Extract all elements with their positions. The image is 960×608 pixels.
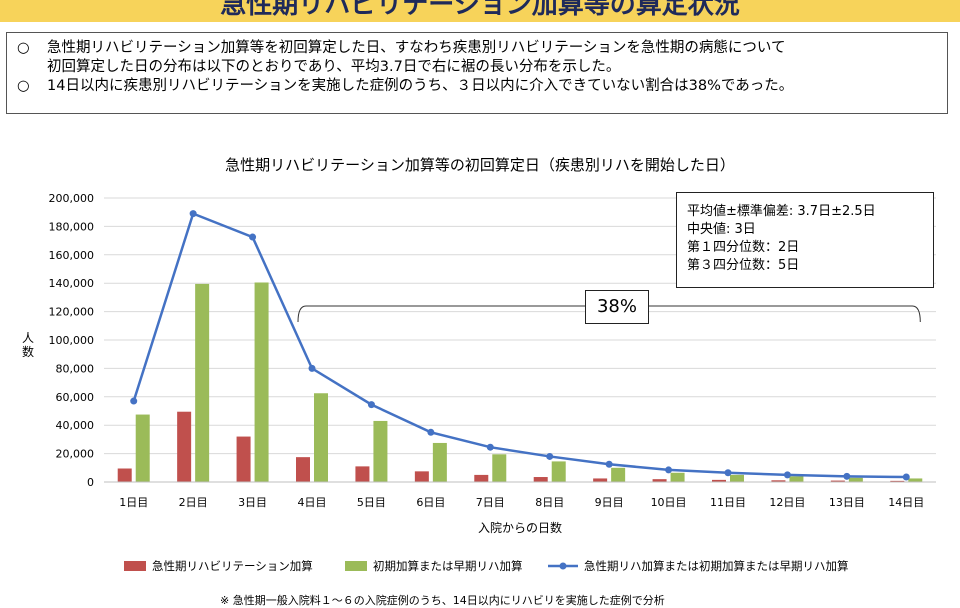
legend-swatch-blue — [548, 562, 578, 570]
y-axis-label: 数 — [22, 344, 34, 359]
stats-median: 中央値: 3日 — [687, 222, 756, 237]
line-point — [724, 469, 732, 477]
line-point — [783, 471, 791, 479]
footnote: ※ 急性期一般入院料１～６の入院症例のうち、14日以内にリハビリを実施した症例で… — [220, 594, 665, 607]
line-point — [665, 466, 673, 474]
bar-early-rehab — [135, 414, 150, 482]
line-point — [427, 428, 435, 436]
summary-text-1b: 初回算定した日の分布は以下のとおりであり、平均3.7日で右に裾の長い分布を示した… — [47, 59, 621, 75]
summary-text-1: 急性期リハビリテーション加算等を初回算定した日、すなわち疾患別リハビリテーション… — [47, 40, 786, 56]
header-bar: 急性期リハビリテーション加算等の算定状況 — [0, 0, 960, 22]
y-tick-label: 20,000 — [56, 448, 95, 461]
bar-acute-rehab — [533, 477, 548, 482]
y-tick-label: 80,000 — [56, 362, 95, 375]
x-tick-label: 10日目 — [651, 496, 687, 509]
y-tick-label: 0 — [87, 476, 94, 489]
line-point — [605, 460, 613, 468]
stats-q1: 第１四分位数：2日 — [687, 240, 800, 255]
legend-label-green: 初期加算または早期リハ加算 — [373, 559, 523, 573]
stats-q3: 第３四分位数：5日 — [687, 258, 800, 273]
x-tick-label: 4日目 — [298, 496, 327, 509]
bar-acute-rehab — [296, 457, 310, 482]
bar-early-rehab — [373, 420, 388, 482]
bar-early-rehab — [195, 283, 210, 482]
x-tick-label: 1日目 — [119, 496, 148, 509]
bar-acute-rehab — [355, 466, 370, 482]
bar-acute-rehab — [236, 436, 251, 482]
legend-item-blue: 急性期リハ加算または初期加算または早期リハ加算 — [548, 558, 849, 574]
line-point — [189, 210, 197, 218]
y-tick-label: 120,000 — [49, 306, 95, 319]
bar-early-rehab — [789, 476, 804, 482]
page-title: 急性期リハビリテーション加算等の算定状況 — [220, 0, 740, 20]
y-tick-label: 160,000 — [49, 249, 95, 262]
bar-early-rehab — [611, 467, 626, 482]
bar-acute-rehab — [712, 479, 726, 482]
line-point — [902, 473, 910, 481]
bar-early-rehab — [848, 477, 863, 482]
y-tick-label: 60,000 — [56, 391, 95, 404]
bar-early-rehab — [670, 472, 685, 482]
y-tick-label: 200,000 — [49, 192, 95, 205]
bar-early-rehab — [314, 393, 328, 482]
bar-acute-rehab — [771, 480, 786, 482]
bar-acute-rehab — [474, 474, 489, 482]
x-tick-label: 9日目 — [595, 496, 624, 509]
legend-swatch-green — [345, 561, 367, 571]
bar-early-rehab — [492, 454, 507, 482]
bar-early-rehab — [730, 474, 744, 482]
x-tick-label: 14日目 — [888, 496, 924, 509]
y-tick-label: 40,000 — [56, 419, 95, 432]
bar-early-rehab — [908, 478, 923, 482]
x-tick-label: 11日目 — [710, 496, 746, 509]
bar-early-rehab — [254, 282, 269, 482]
bullet-icon: ○ — [17, 78, 30, 94]
bar-early-rehab — [551, 461, 566, 482]
bar-early-rehab — [432, 442, 447, 482]
line-point — [843, 472, 851, 480]
stats-box: 平均値±標準偏差: 3.7日±2.5日 中央値: 3日 第１四分位数：2日 第３… — [676, 192, 934, 288]
summary-line-1: ○ 急性期リハビリテーション加算等を初回算定した日、すなわち疾患別リハビリテーシ… — [17, 39, 937, 58]
line-point — [546, 452, 554, 460]
chart-title: 急性期リハビリテーション加算等の初回算定日（疾患別リハを開始した日） — [225, 156, 735, 174]
legend-item-red: 急性期リハビリテーション加算 — [124, 558, 313, 574]
stats-mean: 平均値±標準偏差: 3.7日±2.5日 — [687, 204, 876, 219]
bullet-icon: ○ — [17, 40, 30, 56]
bar-acute-rehab — [177, 411, 192, 482]
summary-box: ○ 急性期リハビリテーション加算等を初回算定した日、すなわち疾患別リハビリテーシ… — [6, 32, 948, 114]
legend-swatch-red — [124, 561, 146, 571]
summary-line-2: ○ 14日以内に疾患別リハビリテーションを実施した症例のうち、３日以内に介入でき… — [17, 77, 937, 96]
y-tick-label: 180,000 — [49, 220, 95, 233]
x-tick-label: 5日目 — [357, 496, 386, 509]
x-tick-label: 8日目 — [535, 496, 564, 509]
x-axis-label: 入院からの日数 — [478, 520, 562, 535]
line-point — [367, 401, 375, 409]
bar-acute-rehab — [593, 478, 608, 482]
line-point — [130, 397, 138, 405]
line-point — [249, 233, 257, 241]
legend-label-red: 急性期リハビリテーション加算 — [152, 559, 313, 573]
line-point — [486, 443, 494, 451]
annotation-label: 38% — [585, 290, 649, 324]
y-tick-label: 140,000 — [49, 277, 95, 290]
x-tick-label: 13日目 — [829, 496, 865, 509]
legend-label-blue: 急性期リハ加算または初期加算または早期リハ加算 — [584, 559, 849, 573]
x-tick-label: 7日目 — [476, 496, 505, 509]
bar-acute-rehab — [830, 480, 845, 482]
x-tick-label: 3日目 — [238, 496, 267, 509]
series-line-total — [132, 211, 907, 479]
y-tick-label: 100,000 — [49, 334, 95, 347]
legend-item-green: 初期加算または早期リハ加算 — [345, 558, 523, 574]
bar-acute-rehab — [890, 480, 905, 482]
line-point — [308, 364, 316, 372]
summary-text-2: 14日以内に疾患別リハビリテーションを実施した症例のうち、３日以内に介入できてい… — [47, 78, 794, 94]
x-tick-label: 6日目 — [416, 496, 445, 509]
x-tick-label: 2日目 — [179, 496, 208, 509]
bar-acute-rehab — [652, 479, 667, 482]
x-tick-label: 12日目 — [769, 496, 805, 509]
bar-acute-rehab — [414, 471, 429, 482]
bar-acute-rehab — [117, 468, 132, 482]
y-axis-label: 人 — [22, 331, 34, 345]
